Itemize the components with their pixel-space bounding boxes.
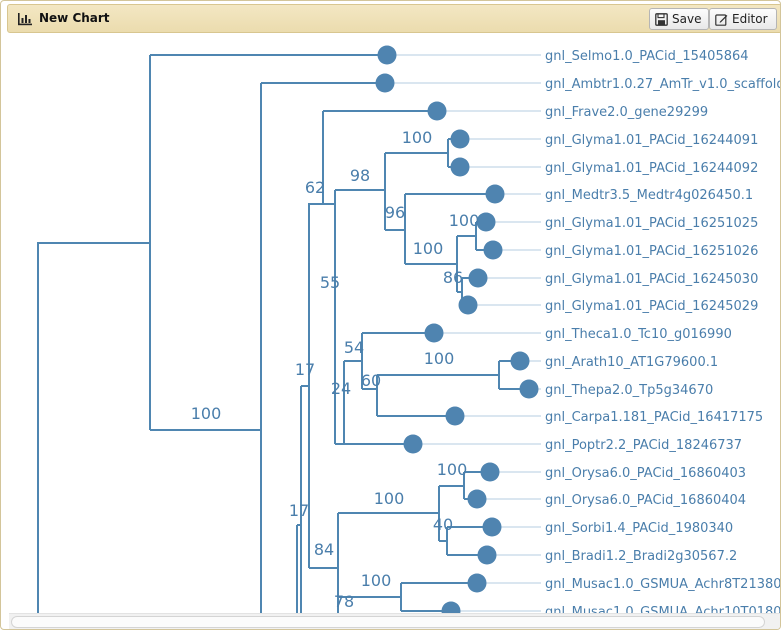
save-label: Save	[672, 12, 702, 26]
leaf-label: gnl_Bradi1.2_Bradi2g30567.2	[545, 549, 737, 564]
leaf-node	[458, 295, 478, 315]
support-value: 24	[331, 379, 351, 398]
leaf-label: gnl_Theca1.0_Tc10_g016990	[545, 327, 732, 342]
leaf-label: gnl_Glyma1.01_PACid_16251025	[545, 216, 758, 231]
support-value: 84	[314, 540, 334, 559]
leaf-node	[480, 462, 500, 482]
leaf-label: gnl_Glyma1.01_PACid_16245029	[545, 299, 758, 314]
leaf-label: gnl_Medtr3.5_Medtr4g026450.1	[545, 188, 753, 203]
support-value: 96	[385, 203, 405, 222]
leaf-label: gnl_Poptr2.2_PACid_18246737	[545, 438, 742, 453]
support-value: 100	[413, 239, 444, 258]
leaf-node	[477, 545, 497, 565]
leaf-node	[483, 240, 503, 260]
leaf-label: gnl_Glyma1.01_PACid_16244091	[545, 133, 758, 148]
leaf-node	[377, 45, 397, 65]
leaf-label: gnl_Orysa6.0_PACid_16860404	[545, 493, 746, 508]
support-value: 100	[424, 349, 455, 368]
support-value: 100	[402, 128, 433, 147]
support-value: 17	[289, 501, 309, 520]
leaf-label: gnl_Orysa6.0_PACid_16860403	[545, 466, 746, 481]
support-value: 100	[449, 211, 480, 230]
support-value: 17	[295, 360, 315, 379]
leaf-label: gnl_Carpa1.181_PACid_16417175	[545, 410, 763, 425]
leaf-label: gnl_Musac1.0_GSMUA_Achr10T01800	[545, 605, 781, 615]
tree-branch	[37, 242, 150, 615]
leaf-node	[519, 379, 539, 399]
leaf-label: gnl_Selmo1.0_PACid_15405864	[545, 49, 749, 64]
leaf-node	[445, 406, 465, 426]
support-value: 100	[374, 489, 405, 508]
save-button[interactable]: Save	[649, 8, 709, 30]
support-value: 100	[437, 460, 468, 479]
leaf-node	[485, 184, 505, 204]
floppy-disk-icon	[655, 12, 668, 26]
edit-icon	[715, 13, 728, 26]
leaf-node	[482, 517, 502, 537]
horizontal-scrollbar[interactable]	[9, 613, 780, 629]
leaf-node	[427, 101, 447, 121]
support-value: 78	[334, 592, 354, 611]
leaf-label: gnl_Sorbi1.4_PACid_1980340	[545, 521, 733, 536]
leaf-label: gnl_Glyma1.01_PACid_16245030	[545, 272, 758, 287]
tree-canvas: gnl_Selmo1.0_PACid_15405864 gnl_Ambtr1.0.…	[37, 45, 781, 615]
leaf-label: gnl_Musac1.0_GSMUA_Achr8T21380_	[545, 577, 781, 592]
chart-title: New Chart	[39, 11, 110, 25]
leaf-label: gnl_Frave2.0_gene29299	[545, 105, 708, 120]
phylogenetic-tree: gnl_Selmo1.0_PACid_15405864 gnl_Ambtr1.0.…	[9, 33, 781, 615]
leaf-node	[441, 601, 461, 615]
support-value: 40	[433, 515, 453, 534]
support-value: 60	[361, 371, 381, 390]
leaf-node	[467, 489, 487, 509]
leaf-node	[450, 129, 470, 149]
leaf-node	[450, 157, 470, 177]
title-bar: New Chart Save Editor	[7, 4, 780, 33]
leaf-label: gnl_Glyma1.01_PACid_16251026	[545, 244, 758, 259]
leaf-node	[476, 212, 496, 232]
leaf-label: gnl_Thepa2.0_Tp5g34670	[545, 383, 713, 398]
editor-label: Editor	[732, 12, 768, 26]
leaf-node	[468, 268, 488, 288]
support-value: 100	[191, 404, 222, 423]
support-value: 98	[350, 166, 370, 185]
support-value: 86	[443, 268, 463, 287]
leaf-node	[375, 73, 395, 93]
leaf-node	[424, 323, 444, 343]
leaf-label: gnl_Arath10_AT1G79600.1	[545, 355, 718, 370]
leaf-node	[467, 573, 487, 593]
support-value: 100	[361, 571, 392, 590]
support-value: 62	[305, 178, 325, 197]
editor-button[interactable]: Editor	[709, 8, 777, 30]
leaf-label: gnl_Ambtr1.0.27_AmTr_v1.0_scaffold0	[545, 77, 781, 92]
bar-chart-icon	[18, 13, 32, 26]
leaf-node	[510, 351, 530, 371]
support-value: 55	[320, 273, 340, 292]
leaf-node	[403, 434, 423, 454]
leaf-label: gnl_Glyma1.01_PACid_16244092	[545, 161, 758, 176]
support-value: 54	[344, 338, 364, 357]
scrollbar-thumb[interactable]	[11, 616, 765, 628]
